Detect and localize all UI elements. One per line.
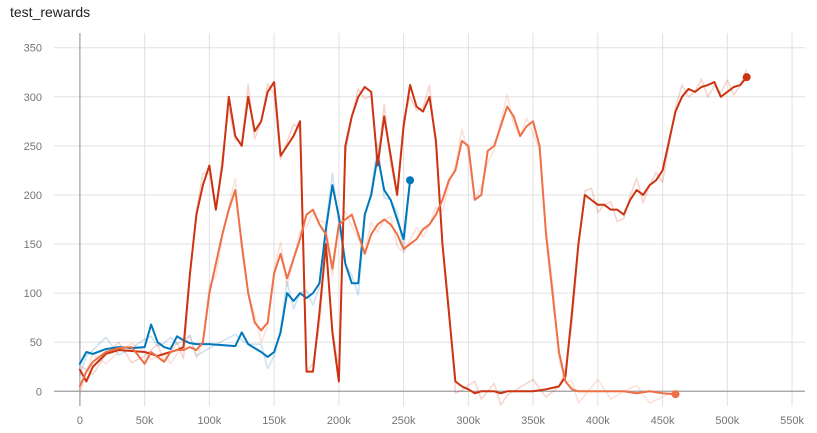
- chart-title: test_rewards: [10, 4, 91, 20]
- series-raw-line: [79, 94, 676, 404]
- series-end-marker: [671, 390, 680, 399]
- x-tick-label: 550k: [780, 415, 804, 427]
- y-tick-label: 300: [24, 92, 42, 104]
- series-raw-line: [79, 69, 748, 406]
- x-tick-label: 500k: [715, 415, 739, 427]
- x-tick-label: 150k: [262, 415, 286, 427]
- x-tick-label: 50k: [136, 415, 154, 427]
- y-tick-label: 150: [24, 239, 42, 251]
- series-end-marker: [406, 176, 415, 185]
- series-end-marker: [742, 73, 751, 82]
- x-tick-label: 0: [77, 415, 83, 427]
- x-tick-label: 400k: [586, 415, 610, 427]
- x-tick-label: 100k: [197, 415, 221, 427]
- y-tick-label: 100: [24, 288, 42, 300]
- y-tick-label: 50: [30, 337, 42, 349]
- x-tick-label: 300k: [456, 415, 480, 427]
- y-tick-label: 0: [36, 386, 42, 398]
- series-line: [78, 105, 677, 396]
- series-line: [78, 76, 748, 395]
- y-tick-label: 200: [24, 190, 42, 202]
- x-tick-label: 450k: [651, 415, 675, 427]
- x-tick-label: 200k: [327, 415, 351, 427]
- series-line: [78, 154, 412, 365]
- y-tick-label: 250: [24, 141, 42, 153]
- x-tick-label: 250k: [392, 415, 416, 427]
- y-tick-label: 350: [24, 43, 42, 55]
- x-tick-label: 350k: [521, 415, 545, 427]
